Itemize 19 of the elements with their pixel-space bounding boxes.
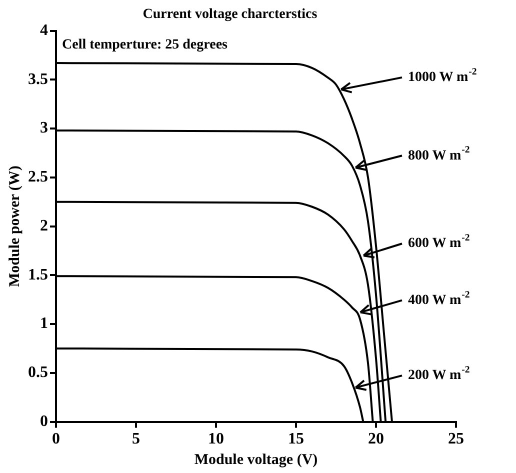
y-tick-label: 4	[40, 22, 48, 39]
chart-title: Current voltage charcterstics	[142, 7, 318, 22]
x-tick-label: 15	[288, 430, 304, 448]
y-tick-label: 1	[40, 315, 48, 332]
y-tick-label: 3.5	[28, 70, 48, 88]
y-tick-label: 2.5	[28, 168, 48, 186]
y-tick-label: 0	[40, 412, 48, 430]
x-tick-label: 5	[132, 430, 140, 448]
x-tick-label: 20	[368, 430, 384, 448]
y-tick-label: 0.5	[28, 364, 48, 382]
y-tick-label: 1.5	[28, 266, 48, 284]
x-axis-title: Module voltage (V)	[194, 452, 318, 468]
y-axis-title: Module power (W)	[6, 166, 23, 287]
x-tick-label: 25	[448, 430, 464, 448]
y-tick-label: 2	[40, 217, 48, 234]
annotation: Cell temperture: 25 degrees	[62, 37, 228, 52]
x-tick-label: 0	[52, 430, 60, 448]
x-tick-label: 10	[208, 430, 224, 448]
y-tick-label: 3	[40, 120, 48, 137]
